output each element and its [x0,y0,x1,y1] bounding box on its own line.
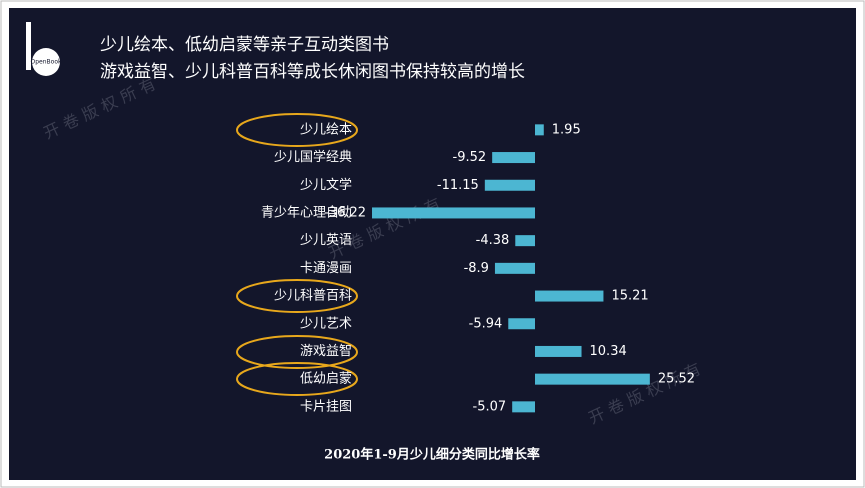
highlights [236,113,358,396]
value-label: -11.15 [437,178,479,193]
highlight-ellipse [236,335,358,369]
logo-bar [26,22,31,70]
value-label: -5.94 [469,316,503,331]
caption: 2020年1-9月少儿细分类同比增长率 [324,447,540,463]
category-label: 低幼启蒙 [300,372,352,387]
category-label: 少儿文学 [300,177,352,193]
category-label: 少儿英语 [300,233,352,248]
highlight-ellipse [236,362,358,396]
value-label: -8.9 [464,261,489,276]
category-label: 卡片挂图 [300,399,352,414]
bar [535,373,650,385]
bar [494,262,535,274]
bar [372,207,535,219]
highlight-ellipse [236,279,358,313]
bar [484,179,535,191]
value-label: 25.52 [658,372,695,387]
logo: OpenBook [26,22,62,76]
category-label: 少儿绘本 [300,122,352,137]
category-label: 游戏益智 [300,344,352,359]
title-line: 少儿绘本、低幼启蒙等亲子互动类图书 [100,35,389,55]
bar [515,235,535,247]
highlight-ellipse [236,113,358,147]
category-label: 青少年心理自助 [261,205,352,220]
value-label: -9.52 [453,150,487,165]
value-label: 1.95 [552,122,581,137]
category-label: 少儿科普百科 [274,289,352,304]
bar [535,290,604,302]
logo-text: OpenBook [31,59,62,66]
value-label: -5.07 [473,399,507,414]
bar [535,345,582,357]
value-label: -4.38 [476,233,510,248]
category-label: 卡通漫画 [300,261,352,276]
value-label: 15.21 [611,289,648,304]
category-label: 少儿艺术 [300,316,352,331]
logo-circle [32,48,60,76]
background [9,8,856,480]
category-label: 少儿国学经典 [274,149,352,165]
bar [512,401,535,413]
bar [492,152,535,164]
bar [508,318,535,330]
value-label: 10.34 [590,344,627,359]
value-label: -36.22 [324,205,366,220]
bar [535,124,544,136]
title-line: 游戏益智、少儿科普百科等成长休闲图书保持较高的增长 [100,62,525,82]
